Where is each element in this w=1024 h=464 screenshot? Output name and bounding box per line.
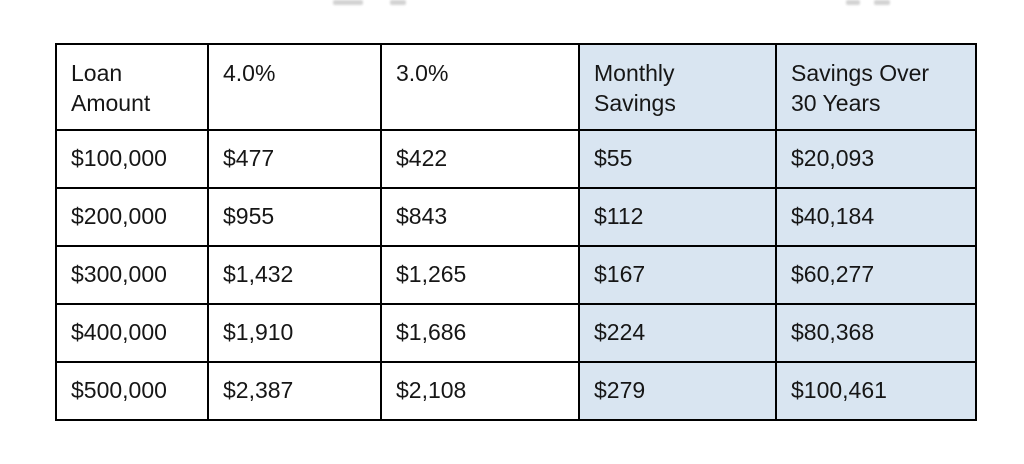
header-row: Loan Amount 4.0% 3.0% Monthly Savings Saving… [55,43,977,131]
column-header: Loan Amount [55,43,209,131]
refinance-savings-table: Loan Amount 4.0% 3.0% Monthly Savings Saving… [55,43,977,421]
table-cell: $279 [578,361,777,421]
cropped-text-fragment [390,0,406,5]
table-cell: $500,000 [55,361,209,421]
table-cell: $80,368 [775,303,977,363]
table-cell: $1,432 [207,245,382,305]
table-cell: $224 [578,303,777,363]
table-cell: $1,910 [207,303,382,363]
table-cell: $1,686 [380,303,580,363]
cropped-text-fragment [846,0,860,5]
column-header: 4.0% [207,43,382,131]
cropped-text-fragment [874,0,890,5]
column-header: 3.0% [380,43,580,131]
table-cell: $200,000 [55,187,209,247]
table-row: $500,000 $2,387 $2,108 $279 $100,461 [55,361,977,421]
table-cell: $1,265 [380,245,580,305]
table-cell: $20,093 [775,129,977,189]
cropped-text-fragment [333,0,363,5]
table-cell: $2,108 [380,361,580,421]
table-cell: $167 [578,245,777,305]
table-cell: $100,000 [55,129,209,189]
table-cell: $55 [578,129,777,189]
table-cell: $843 [380,187,580,247]
column-header: Monthly Savings [578,43,777,131]
table-cell: $477 [207,129,382,189]
table-cell: $422 [380,129,580,189]
table-row: $400,000 $1,910 $1,686 $224 $80,368 [55,303,977,363]
table-row: $200,000 $955 $843 $112 $40,184 [55,187,977,247]
table-cell: $300,000 [55,245,209,305]
table-row: $300,000 $1,432 $1,265 $167 $60,277 [55,245,977,305]
table-cell: $40,184 [775,187,977,247]
column-header: Savings Over 30 Years [775,43,977,131]
table-row: $100,000 $477 $422 $55 $20,093 [55,129,977,189]
savings-table-container: Loan Amount 4.0% 3.0% Monthly Savings Saving… [55,43,977,421]
table-cell: $100,461 [775,361,977,421]
table-body: $100,000 $477 $422 $55 $20,093 $200,000 $955 $8… [55,129,977,421]
table-cell: $400,000 [55,303,209,363]
table-cell: $60,277 [775,245,977,305]
table-cell: $2,387 [207,361,382,421]
table-cell: $955 [207,187,382,247]
table-cell: $112 [578,187,777,247]
